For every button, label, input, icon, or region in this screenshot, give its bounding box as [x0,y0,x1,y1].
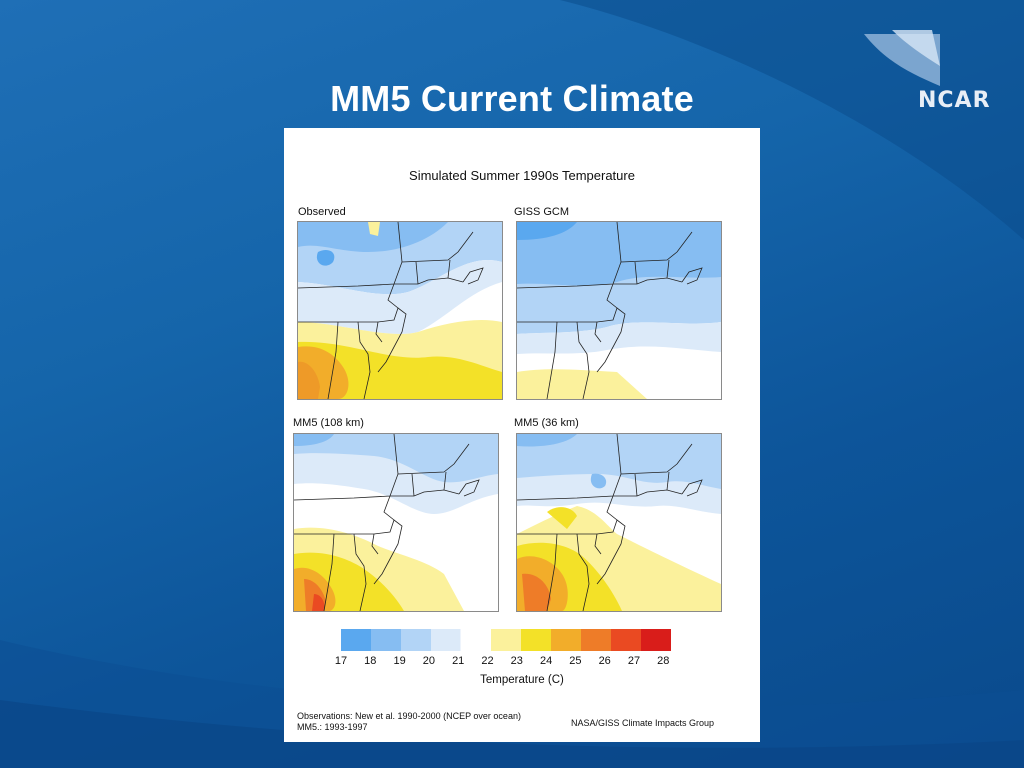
footnote-right: NASA/GISS Climate Impacts Group [571,718,715,728]
legend-tick-label: 26 [598,655,611,667]
legend-swatch [431,629,461,651]
legend-tick-label: 24 [539,655,553,667]
legend-swatch [521,629,551,651]
legend-tick-label: 18 [364,655,377,667]
legend-tick-label: 28 [657,655,670,667]
legend-swatch [491,629,521,651]
map-label-giss: GISS GCM [514,206,570,218]
map-observed [297,221,503,400]
legend-title: Temperature (C) [480,674,564,686]
legend-tick-label: 19 [393,655,406,667]
map-label-mm5-108: MM5 (108 km) [293,417,364,429]
ncar-logo-icon [864,30,940,86]
legend-tick-label: 22 [481,655,494,667]
figure-panel: Simulated Summer 1990s Temperature Obser… [284,128,760,742]
footnote-left: Observations: New et al. 1990-2000 (NCEP… [297,711,521,733]
legend-tick-label: 25 [569,655,582,667]
figure-title: Simulated Summer 1990s Temperature [409,168,635,183]
legend-tick-label: 27 [627,655,641,667]
map-mm5-36 [516,433,722,612]
legend-tick-label: 23 [510,655,523,667]
map-label-observed: Observed [298,206,346,218]
legend-swatch [460,628,492,652]
legend-swatch [551,629,581,651]
ncar-logo-text: NCAR [918,88,991,113]
legend-tick-label: 21 [452,655,465,667]
footnote-line-mm5: MM5.: 1993-1997 [297,722,368,732]
legend-colorbar [341,628,671,652]
map-mm5-108 [293,433,499,612]
legend-swatch [581,629,611,651]
legend-tick-label: 17 [334,655,348,667]
map-label-mm5-36: MM5 (36 km) [514,417,579,429]
map-giss [516,221,722,400]
legend-swatch [401,629,431,651]
footnote-line-observations: Observations: New et al. 1990-2000 (NCEP… [297,711,521,721]
slide-title: MM5 Current Climate [330,78,694,119]
legend-swatch [341,629,371,651]
legend-swatch [611,629,641,651]
legend-swatch [371,629,401,651]
legend-swatch [641,629,671,651]
legend-tick-label: 20 [422,655,436,667]
